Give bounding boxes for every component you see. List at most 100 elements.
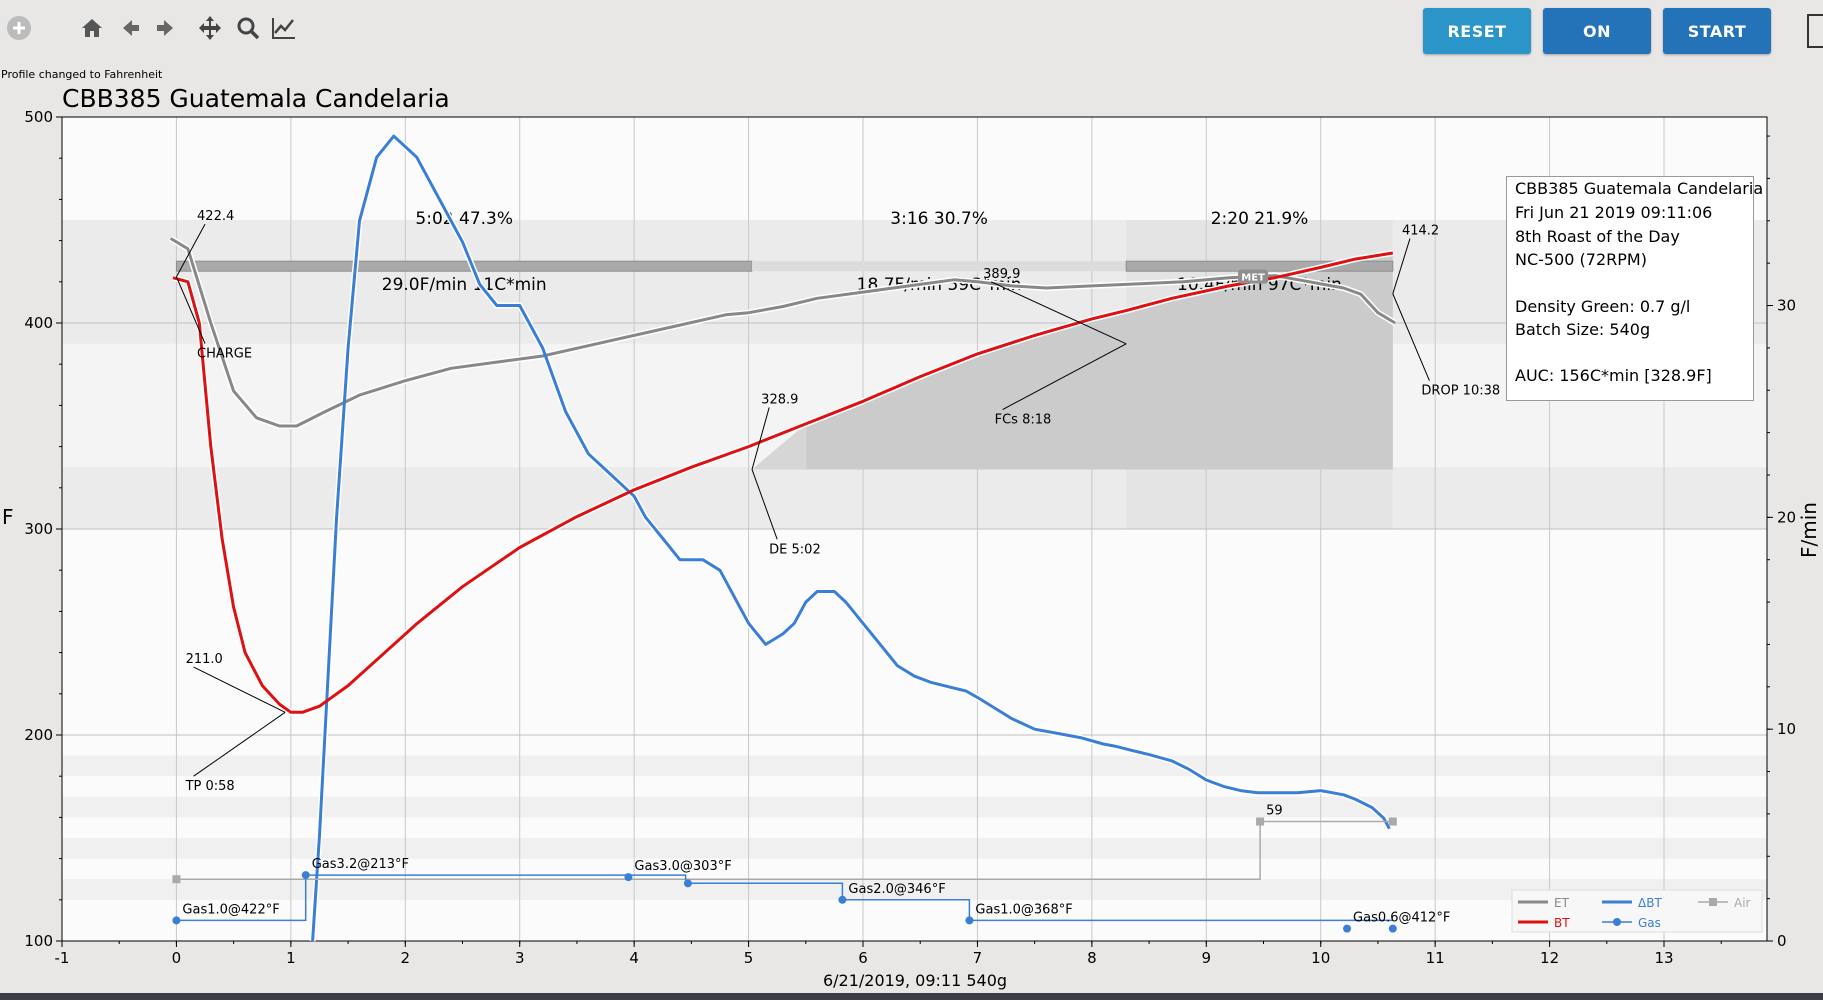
air-marker bbox=[1388, 817, 1397, 826]
chart-line-icon[interactable] bbox=[270, 14, 298, 42]
x-tick-label: 1 bbox=[286, 949, 296, 967]
arrow-left-icon[interactable] bbox=[116, 14, 144, 42]
annotation-label: 328.9 bbox=[761, 392, 798, 407]
annotation-label: DROP 10:38 bbox=[1421, 384, 1500, 399]
annotation-label: FCs 8:18 bbox=[995, 413, 1052, 428]
phase-bar-drying bbox=[175, 260, 753, 272]
gas-label: Gas1.0@368°F bbox=[975, 902, 1072, 917]
fullscreen-icon[interactable] bbox=[1807, 14, 1823, 48]
y2-tick-label: 30 bbox=[1777, 297, 1796, 315]
gas-label: Gas1.0@422°F bbox=[182, 902, 279, 917]
x-tick-label: 12 bbox=[1540, 949, 1559, 967]
x-axis-label: 6/21/2019, 09:11 540g bbox=[823, 971, 1007, 990]
gas-marker bbox=[624, 873, 633, 882]
y2-tick-label: 20 bbox=[1777, 508, 1796, 526]
start-button[interactable]: START bbox=[1663, 8, 1771, 54]
et-curve bbox=[169, 237, 1396, 428]
bt-curve bbox=[172, 251, 1394, 714]
x-tick-label: 11 bbox=[1426, 949, 1445, 967]
annotation-leader bbox=[1002, 343, 1127, 410]
x-tick-label: 10 bbox=[1311, 949, 1330, 967]
air-label: 59 bbox=[1266, 804, 1283, 819]
legend-box bbox=[1511, 889, 1763, 933]
info-line: NC-500 (72RPM) bbox=[1515, 250, 1647, 269]
roast-info-box: CBB385 Guatemala Candelaria Fri Jun 21 2… bbox=[1506, 176, 1763, 401]
y2-tick-label: 10 bbox=[1777, 720, 1796, 738]
phase-time-label: 5:02 47.3% bbox=[415, 209, 513, 229]
legend-label: BT bbox=[1554, 916, 1570, 930]
y2-axis-label: F/min bbox=[1797, 502, 1821, 558]
arrow-right-icon[interactable] bbox=[152, 14, 180, 42]
annotation-leader bbox=[1392, 293, 1430, 381]
x-tick-label: 0 bbox=[172, 949, 182, 967]
gas-label: Gas0.6@412°F bbox=[1353, 911, 1450, 926]
annotation-label: 389.9 bbox=[983, 267, 1020, 282]
phase-bar-maillard bbox=[752, 261, 1127, 272]
air-marker bbox=[172, 875, 181, 884]
annotation-leader bbox=[751, 469, 778, 540]
home-icon[interactable] bbox=[78, 14, 106, 42]
delta-bt-curve bbox=[311, 134, 1391, 942]
y-axis-label: F bbox=[2, 505, 14, 529]
y-tick-label: 100 bbox=[24, 932, 53, 950]
annotation-label: TP 0:58 bbox=[185, 779, 235, 794]
y2-tick-label: 0 bbox=[1777, 932, 1787, 950]
legend-label: Gas bbox=[1638, 916, 1661, 930]
annotation-label: CHARGE bbox=[197, 347, 252, 362]
legend-label: ΔBT bbox=[1638, 896, 1662, 910]
gas-marker bbox=[172, 916, 181, 925]
info-line: AUC: 156C*min [328.9F] bbox=[1515, 366, 1712, 385]
air-step-line bbox=[176, 820, 1393, 880]
gas-marker bbox=[965, 916, 974, 925]
x-tick-label: 6 bbox=[858, 949, 868, 967]
legend-label: Air bbox=[1734, 896, 1751, 910]
x-tick-label: 3 bbox=[515, 949, 525, 967]
phase-ror-label: 29.0F/min 11C*min bbox=[382, 275, 547, 295]
met-badge bbox=[1238, 269, 1269, 284]
y-tick-label: 500 bbox=[24, 108, 53, 126]
info-line: CBB385 Guatemala Candelaria bbox=[1515, 179, 1764, 198]
legend-label: ET bbox=[1554, 896, 1570, 910]
x-tick-label: 8 bbox=[1087, 949, 1097, 967]
gas-label: Gas3.2@213°F bbox=[312, 857, 409, 872]
y-tick-label: 300 bbox=[24, 520, 53, 538]
annotation-leader bbox=[175, 276, 206, 344]
gas-marker bbox=[301, 871, 310, 880]
auc-area bbox=[805, 252, 1393, 470]
info-line: Fri Jun 21 2019 09:11:06 bbox=[1515, 203, 1713, 222]
chart-title: CBB385 Guatemala Candelaria bbox=[62, 84, 450, 113]
annotation-leader bbox=[1392, 238, 1411, 294]
x-tick-label: 2 bbox=[401, 949, 411, 967]
gas-step-line bbox=[176, 874, 1393, 922]
x-tick-label: 7 bbox=[973, 949, 983, 967]
status-message: Profile changed to Fahrenheit bbox=[1, 68, 163, 81]
y-tick-label: 400 bbox=[24, 314, 53, 332]
info-line: Batch Size: 540g bbox=[1515, 320, 1651, 339]
annotation-leader bbox=[193, 711, 286, 777]
auc-area-start bbox=[752, 423, 806, 470]
x-tick-label: 5 bbox=[744, 949, 754, 967]
plus-circle-icon[interactable] bbox=[5, 14, 33, 42]
x-tick-label: 13 bbox=[1654, 949, 1673, 967]
x-tick-label: 9 bbox=[1202, 949, 1212, 967]
x-tick-label: 4 bbox=[629, 949, 639, 967]
background-stripe bbox=[62, 796, 1767, 818]
background-stripe bbox=[62, 838, 1767, 859]
reset-button[interactable]: RESET bbox=[1423, 8, 1531, 54]
air-marker bbox=[1256, 817, 1265, 826]
zoom-icon[interactable] bbox=[234, 14, 262, 42]
toolbar: RESET ON START bbox=[0, 0, 1823, 62]
on-button[interactable]: ON bbox=[1543, 8, 1651, 54]
annotation-label: DE 5:02 bbox=[769, 542, 821, 557]
background-stripe bbox=[62, 755, 1767, 777]
background-stripe bbox=[62, 879, 1767, 900]
annotation-leader bbox=[751, 407, 770, 470]
gas-label: Gas2.0@346°F bbox=[848, 882, 945, 897]
x-tick-label: -1 bbox=[55, 949, 70, 967]
info-line: 8th Roast of the Day bbox=[1515, 227, 1680, 246]
gas-marker bbox=[838, 895, 847, 904]
legend-marker bbox=[1613, 918, 1621, 926]
annotation-label: 422.4 bbox=[197, 209, 234, 224]
move-icon[interactable] bbox=[196, 14, 224, 42]
